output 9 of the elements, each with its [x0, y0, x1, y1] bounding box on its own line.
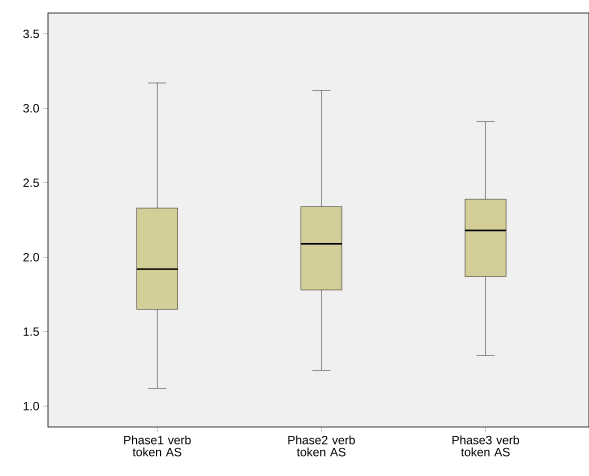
x-tick-label: Phase1 verb token AS — [124, 436, 191, 456]
x-tick-label: Phase3 verb token AS — [452, 436, 520, 456]
y-tick-label: 2.0 — [23, 252, 40, 262]
y-tick-label: 1.5 — [24, 327, 39, 336]
y-tick-label: 1.0 — [24, 402, 40, 410]
y-tick-label: 3.0 — [23, 104, 40, 113]
y-tick-label: 2.5 — [23, 178, 39, 187]
y-tick-label: 3.5 — [23, 30, 39, 38]
x-tick-label: Phase2 verb token AS — [288, 436, 355, 456]
